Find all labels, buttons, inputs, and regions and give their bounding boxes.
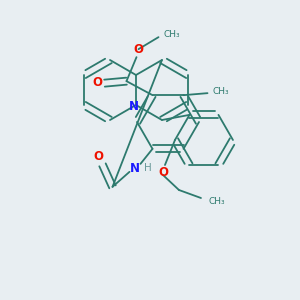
Text: H: H [144,163,152,173]
Text: CH₃: CH₃ [212,87,229,96]
Text: N: N [129,100,139,112]
Text: O: O [134,43,143,56]
Text: O: O [94,150,103,163]
Text: CH₃: CH₃ [164,30,180,39]
Text: O: O [92,76,103,89]
Text: CH₃: CH₃ [209,196,226,206]
Text: N: N [130,162,140,175]
Text: O: O [158,167,168,179]
